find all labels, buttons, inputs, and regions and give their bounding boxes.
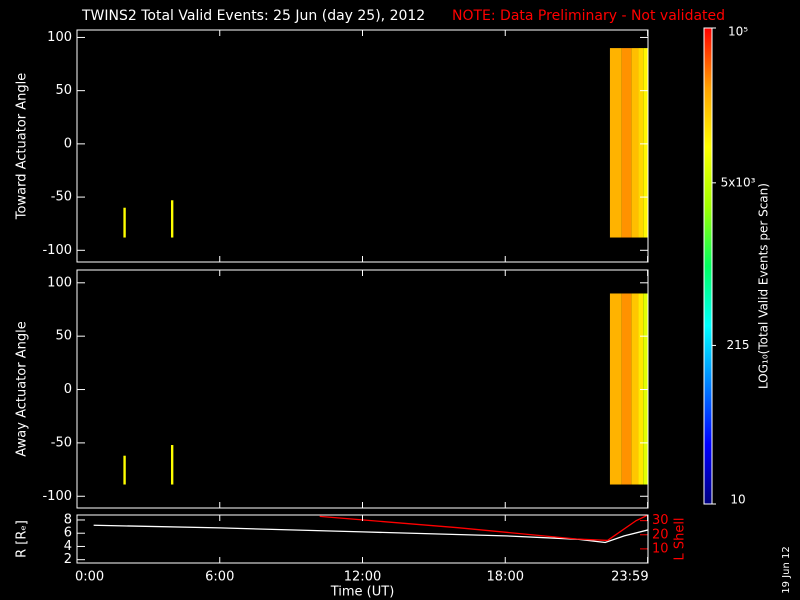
heatmap-cell xyxy=(170,200,174,238)
heatmap-cell xyxy=(643,293,648,485)
colorbar-tick-label: 215 xyxy=(727,338,750,352)
chart-title: TWINS2 Total Valid Events: 25 Jun (day 2… xyxy=(81,8,425,24)
y-tick-label: 8 xyxy=(64,512,72,527)
panel-frame xyxy=(76,269,649,509)
y2-tick-label: 10 xyxy=(652,541,669,556)
heatmap-cell xyxy=(609,48,622,238)
y-tick-label: -100 xyxy=(42,243,72,258)
y-tick-label: 100 xyxy=(47,275,72,290)
panel-frame xyxy=(76,29,649,263)
colorbar-tick-label: 10⁵ xyxy=(728,25,748,39)
y-tick-label: 0 xyxy=(64,382,72,397)
y-tick-label: -50 xyxy=(51,190,72,205)
heatmap-cell xyxy=(123,207,126,238)
y-tick-label: 4 xyxy=(64,539,72,554)
x-tick-label: 23:59 xyxy=(611,570,648,585)
heatmap-cell xyxy=(621,293,632,485)
heatmap-cell xyxy=(170,445,174,485)
y-tick-label: 2 xyxy=(64,552,72,567)
y-tick-label: -100 xyxy=(42,489,72,504)
y-tick-label: 6 xyxy=(64,526,72,541)
heatmap-cell xyxy=(638,48,644,238)
heatmap-cell xyxy=(643,48,648,238)
y-axis-label: Toward Actuator Angle xyxy=(15,73,30,220)
x-tick-label: 6:00 xyxy=(205,570,234,585)
heatmap-cell xyxy=(123,455,126,485)
y2-tick-label: 30 xyxy=(652,513,669,528)
date-stamp: 19 Jun 12 xyxy=(781,546,792,593)
heatmap-cell xyxy=(609,293,622,485)
colorbar-label: LOG₁₀(Total Valid Events per Scan) xyxy=(757,183,771,389)
y-axis-label: Away Actuator Angle xyxy=(15,321,30,456)
y-tick-label: 50 xyxy=(55,83,72,98)
y2-axis-label: L Shell xyxy=(673,517,688,560)
data-line xyxy=(319,515,648,542)
y-tick-label: -50 xyxy=(51,435,72,450)
y-axis-label: R [Rₑ] xyxy=(15,520,30,558)
colorbar-tick-label: 5x10³ xyxy=(721,175,756,189)
y-tick-label: 100 xyxy=(47,30,72,45)
y2-tick-label: 20 xyxy=(652,527,669,542)
x-tick-label: 18:00 xyxy=(487,570,524,585)
heatmap-cell xyxy=(631,293,639,485)
colorbar-tick-label: 10 xyxy=(730,493,745,507)
data-line xyxy=(93,524,648,544)
y-tick-label: 0 xyxy=(64,136,72,151)
heatmap-cell xyxy=(638,293,644,485)
x-tick-label: 12:00 xyxy=(344,570,381,585)
x-axis-label: Time (UT) xyxy=(330,585,395,600)
note: NOTE: Data Preliminary - Not validated xyxy=(452,8,725,24)
colorbar xyxy=(703,27,713,505)
y-tick-label: 50 xyxy=(55,329,72,344)
heatmap-cell xyxy=(631,48,639,238)
heatmap-cell xyxy=(621,48,632,238)
x-tick-label: 0:00 xyxy=(75,570,104,585)
